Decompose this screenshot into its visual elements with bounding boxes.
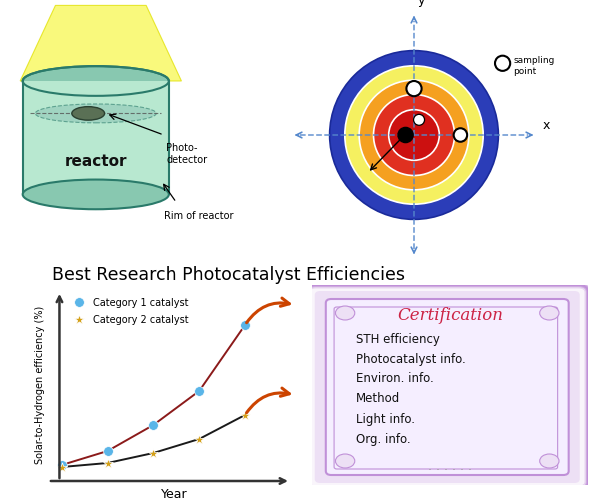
Text: Rim of reactor: Rim of reactor (164, 210, 233, 220)
Text: Photocatalyst info.: Photocatalyst info. (356, 352, 466, 366)
Text: STH efficiency: STH efficiency (356, 332, 440, 345)
X-axis label: Year: Year (161, 488, 187, 500)
Text: Environ. info.: Environ. info. (356, 372, 434, 386)
Category 1 catalyst (196, 388, 203, 394)
Text: Best Research Photocatalyst Efficiencies: Best Research Photocatalyst Efficiencies (52, 266, 404, 284)
Ellipse shape (35, 104, 156, 123)
Circle shape (335, 306, 355, 320)
Text: reactor: reactor (65, 154, 127, 170)
Category 2 catalyst (150, 450, 157, 456)
Category 2 catalyst (241, 412, 248, 418)
Circle shape (345, 66, 483, 204)
Circle shape (373, 94, 455, 176)
Circle shape (540, 306, 559, 320)
FancyBboxPatch shape (326, 299, 569, 475)
Line: Category 1 catalyst: Category 1 catalyst (57, 320, 250, 470)
Category 1 catalyst (104, 448, 111, 454)
Text: Method: Method (356, 392, 400, 406)
Legend: Category 1 catalyst, Category 2 catalyst: Category 1 catalyst, Category 2 catalyst (65, 294, 192, 328)
Category 1 catalyst (150, 422, 157, 428)
Circle shape (495, 56, 510, 71)
Category 2 catalyst (58, 464, 65, 470)
Category 2 catalyst (104, 460, 111, 466)
Text: x: x (542, 118, 550, 132)
Circle shape (454, 128, 467, 142)
Y-axis label: Solar-to-Hydrogen efficiency (%): Solar-to-Hydrogen efficiency (%) (35, 306, 45, 464)
Category 2 catalyst (196, 436, 203, 442)
Circle shape (413, 114, 425, 126)
Circle shape (406, 81, 422, 96)
FancyBboxPatch shape (307, 285, 588, 489)
Text: y: y (418, 0, 425, 6)
Ellipse shape (72, 106, 104, 120)
Circle shape (335, 454, 355, 468)
Circle shape (389, 110, 439, 160)
Line: Category 2 catalyst: Category 2 catalyst (57, 410, 250, 472)
Text: Light info.: Light info. (356, 412, 415, 426)
Text: . . . . . .: . . . . . . (428, 460, 472, 473)
FancyBboxPatch shape (315, 291, 580, 483)
Category 1 catalyst (241, 322, 248, 328)
Circle shape (359, 80, 469, 190)
Ellipse shape (23, 180, 169, 209)
Text: sampling
point: sampling point (514, 56, 555, 76)
Circle shape (398, 128, 413, 142)
Polygon shape (20, 6, 181, 81)
Circle shape (540, 454, 559, 468)
Text: Certification: Certification (397, 306, 503, 324)
Ellipse shape (23, 66, 169, 96)
Text: Photo-
detector: Photo- detector (166, 143, 208, 165)
Text: Org. info.: Org. info. (356, 432, 411, 446)
Category 1 catalyst (58, 462, 65, 468)
Circle shape (329, 50, 499, 219)
Bar (23, 81, 169, 194)
